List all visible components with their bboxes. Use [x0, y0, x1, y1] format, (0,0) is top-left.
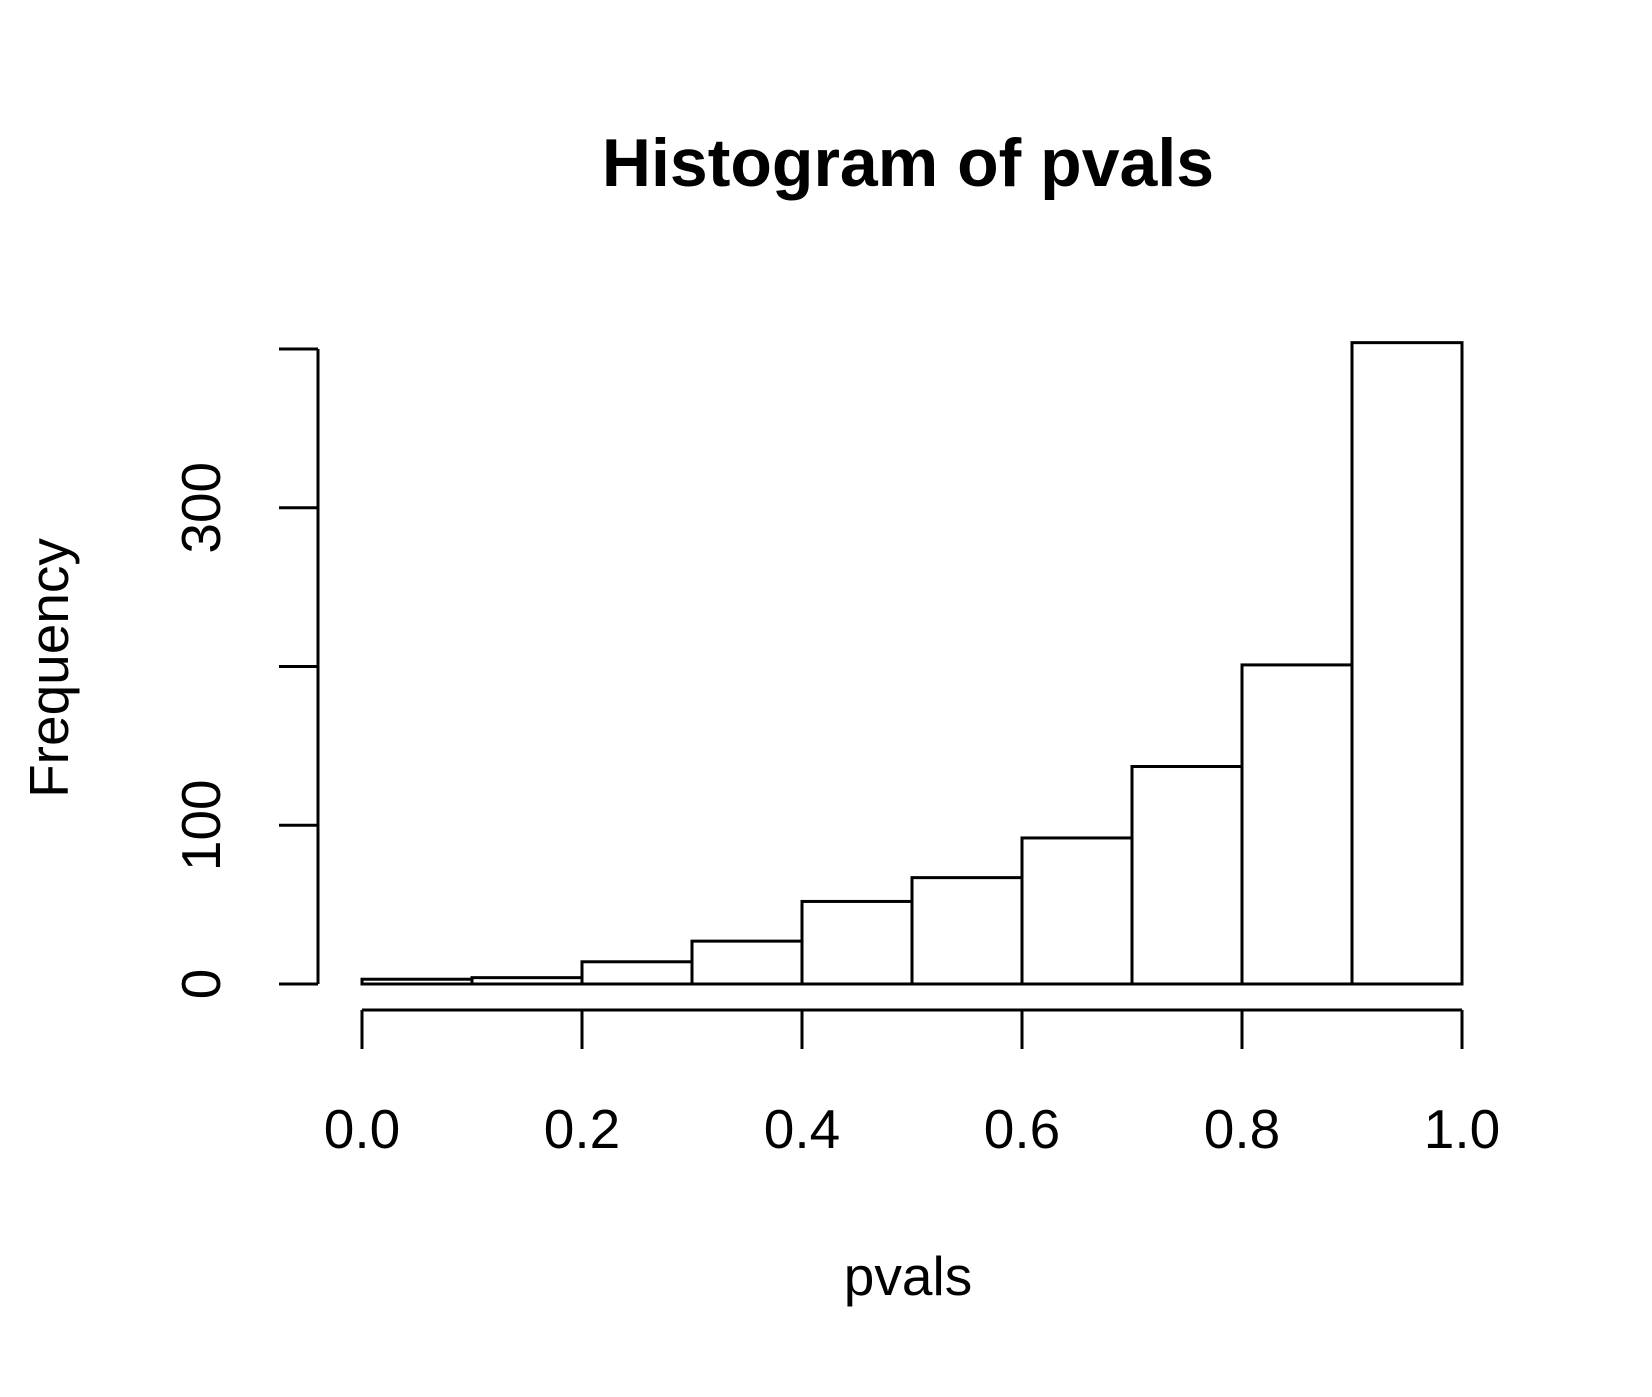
x-axis: 0.0 0.2 0.4 0.6 0.8 1.0	[324, 1008, 1500, 1160]
histogram-bar-9	[1350, 341, 1464, 986]
x-tick-label-4: 0.8	[1204, 1098, 1280, 1160]
histogram-bar-8	[1240, 663, 1354, 986]
histogram-bar-1	[470, 976, 584, 986]
bars-group	[360, 341, 1464, 986]
chart-title: Histogram of pvals	[602, 125, 1214, 201]
histogram-bar-3	[690, 939, 804, 986]
x-tick-label-5: 1.0	[1424, 1098, 1500, 1160]
y-axis: 0 100 300	[170, 347, 320, 1000]
y-tick-label-0: 0	[170, 969, 232, 1000]
y-axis-label: Frequency	[18, 538, 80, 798]
x-tick-label-3: 0.6	[984, 1098, 1060, 1160]
x-tick-label-1: 0.2	[544, 1098, 620, 1160]
histogram-bar-4	[800, 899, 914, 986]
histogram-bar-5	[910, 876, 1024, 986]
x-tick-label-0: 0.0	[324, 1098, 400, 1160]
y-tick-label-1: 100	[170, 779, 232, 871]
histogram-bar-7	[1130, 765, 1244, 986]
x-axis-label: pvals	[844, 1245, 972, 1307]
histogram-bar-6	[1020, 836, 1134, 986]
y-tick-label-3: 300	[170, 462, 232, 554]
x-tick-label-2: 0.4	[764, 1098, 840, 1160]
histogram-bar-0	[360, 977, 474, 986]
histogram-bar-2	[580, 960, 694, 986]
